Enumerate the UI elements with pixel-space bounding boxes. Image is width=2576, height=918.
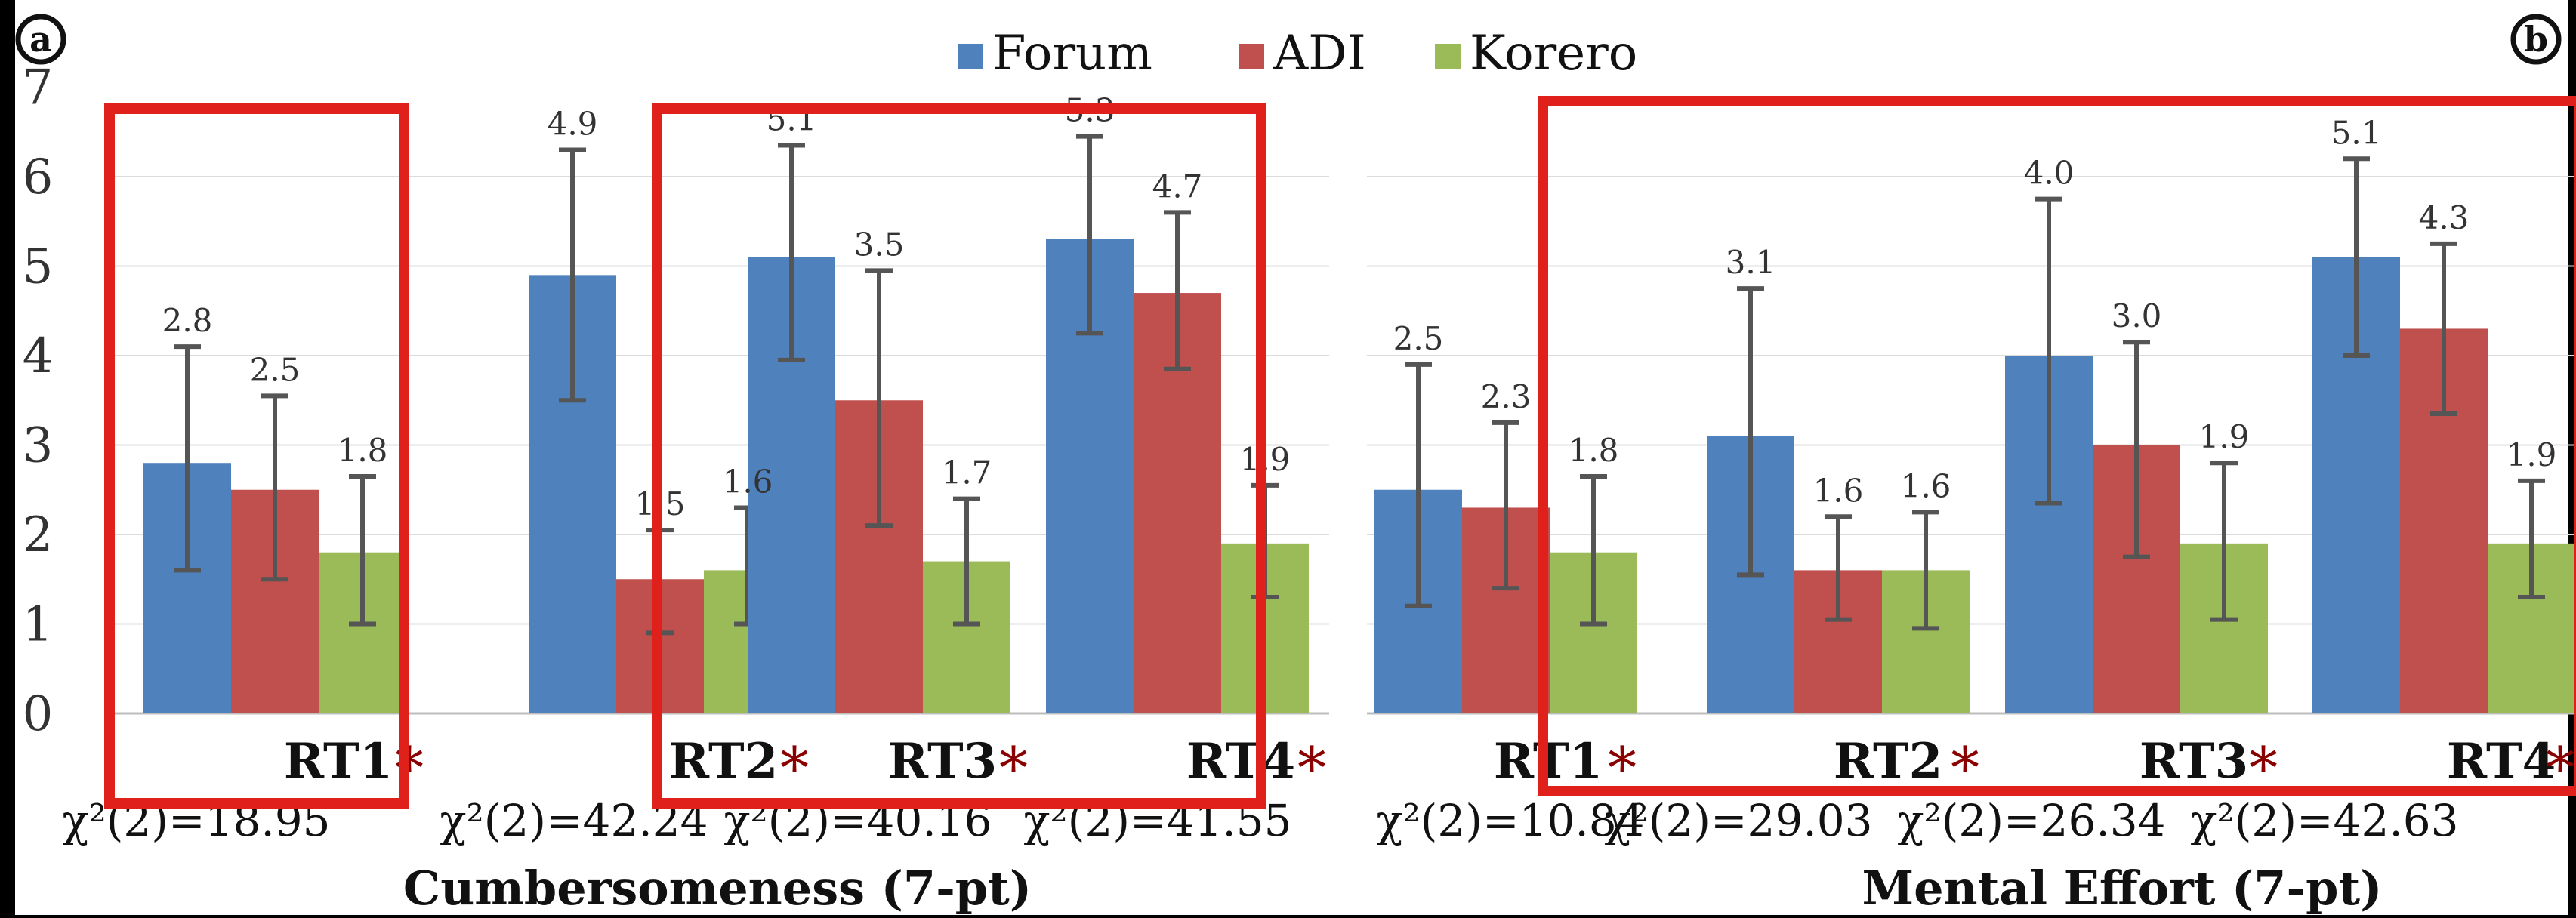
category-label: RT3 [2139, 733, 2248, 790]
data-label: 1.8 [338, 432, 388, 469]
legend-label-adi: ADI [1273, 26, 1366, 82]
panel-marker-label-b: b [2524, 19, 2548, 60]
y-tick-label: 2 [23, 507, 54, 563]
category-label: RT2 [669, 733, 778, 790]
data-label: 2.5 [1393, 320, 1444, 357]
data-label: 2.3 [1481, 378, 1532, 415]
significance-marker: * [780, 735, 809, 802]
panel-marker-b [2510, 14, 2562, 65]
chart-title: Mental Effort (7-pt) [1862, 861, 2382, 915]
legend-label-korero: Korero [1470, 26, 1637, 82]
y-tick-label: 3 [23, 418, 54, 474]
y-tick-label: 6 [23, 149, 54, 205]
category-label: RT4 [1186, 733, 1295, 790]
data-label: 3.0 [2112, 297, 2162, 334]
y-tick-label: 1 [23, 597, 54, 653]
data-label: 4.0 [2024, 155, 2075, 192]
data-label: 1.6 [1813, 472, 1864, 509]
data-label: 2.8 [162, 302, 213, 339]
legend-swatch-forum [958, 44, 983, 69]
chi-square-stat: χ²(2)=26.34 [1897, 795, 2165, 846]
data-label: 3.1 [1726, 244, 1776, 281]
significance-marker: * [999, 735, 1028, 802]
chi-square-stat: χ²(2)=42.63 [2190, 795, 2458, 846]
data-label: 4.7 [1152, 168, 1203, 205]
data-label: 5.1 [2331, 114, 2382, 151]
chi-square-stat: χ²(2)=29.03 [1604, 795, 1872, 846]
data-label: 1.6 [1901, 467, 1951, 504]
data-label: 1.6 [723, 463, 773, 500]
significance-marker: * [1297, 735, 1326, 802]
y-tick-label: 4 [23, 328, 54, 384]
legend-swatch-adi [1239, 44, 1264, 69]
y-tick-label: 7 [23, 60, 54, 116]
data-label: 3.5 [854, 226, 905, 263]
panel-marker-label-a: a [29, 19, 52, 60]
highlight-frame [104, 103, 409, 809]
category-label: RT4 [2447, 733, 2556, 790]
data-label: 4.9 [548, 105, 598, 142]
data-label: 1.8 [1569, 432, 1619, 469]
legend-swatch-korero [1435, 44, 1461, 69]
highlight-frame [1538, 96, 2576, 796]
data-label: 1.9 [2507, 436, 2557, 473]
data-label: 4.3 [2419, 199, 2470, 236]
highlight-frame [652, 103, 1266, 809]
legend-label-forum: Forum [992, 26, 1152, 82]
panel-marker-a [15, 14, 66, 65]
data-label: 1.9 [2199, 418, 2250, 455]
category-label: RT3 [888, 733, 997, 790]
data-label: 2.5 [250, 351, 301, 388]
chart-title: Cumbersomeness (7-pt) [403, 861, 1032, 915]
chi-square-stat: χ²(2)=10.84 [1376, 795, 1644, 846]
category-label: RT1 [284, 733, 393, 790]
y-tick-label: 5 [23, 239, 54, 295]
data-label: 1.7 [942, 454, 992, 491]
category-label: RT2 [1834, 733, 1942, 790]
y-tick-label: 0 [23, 686, 54, 742]
